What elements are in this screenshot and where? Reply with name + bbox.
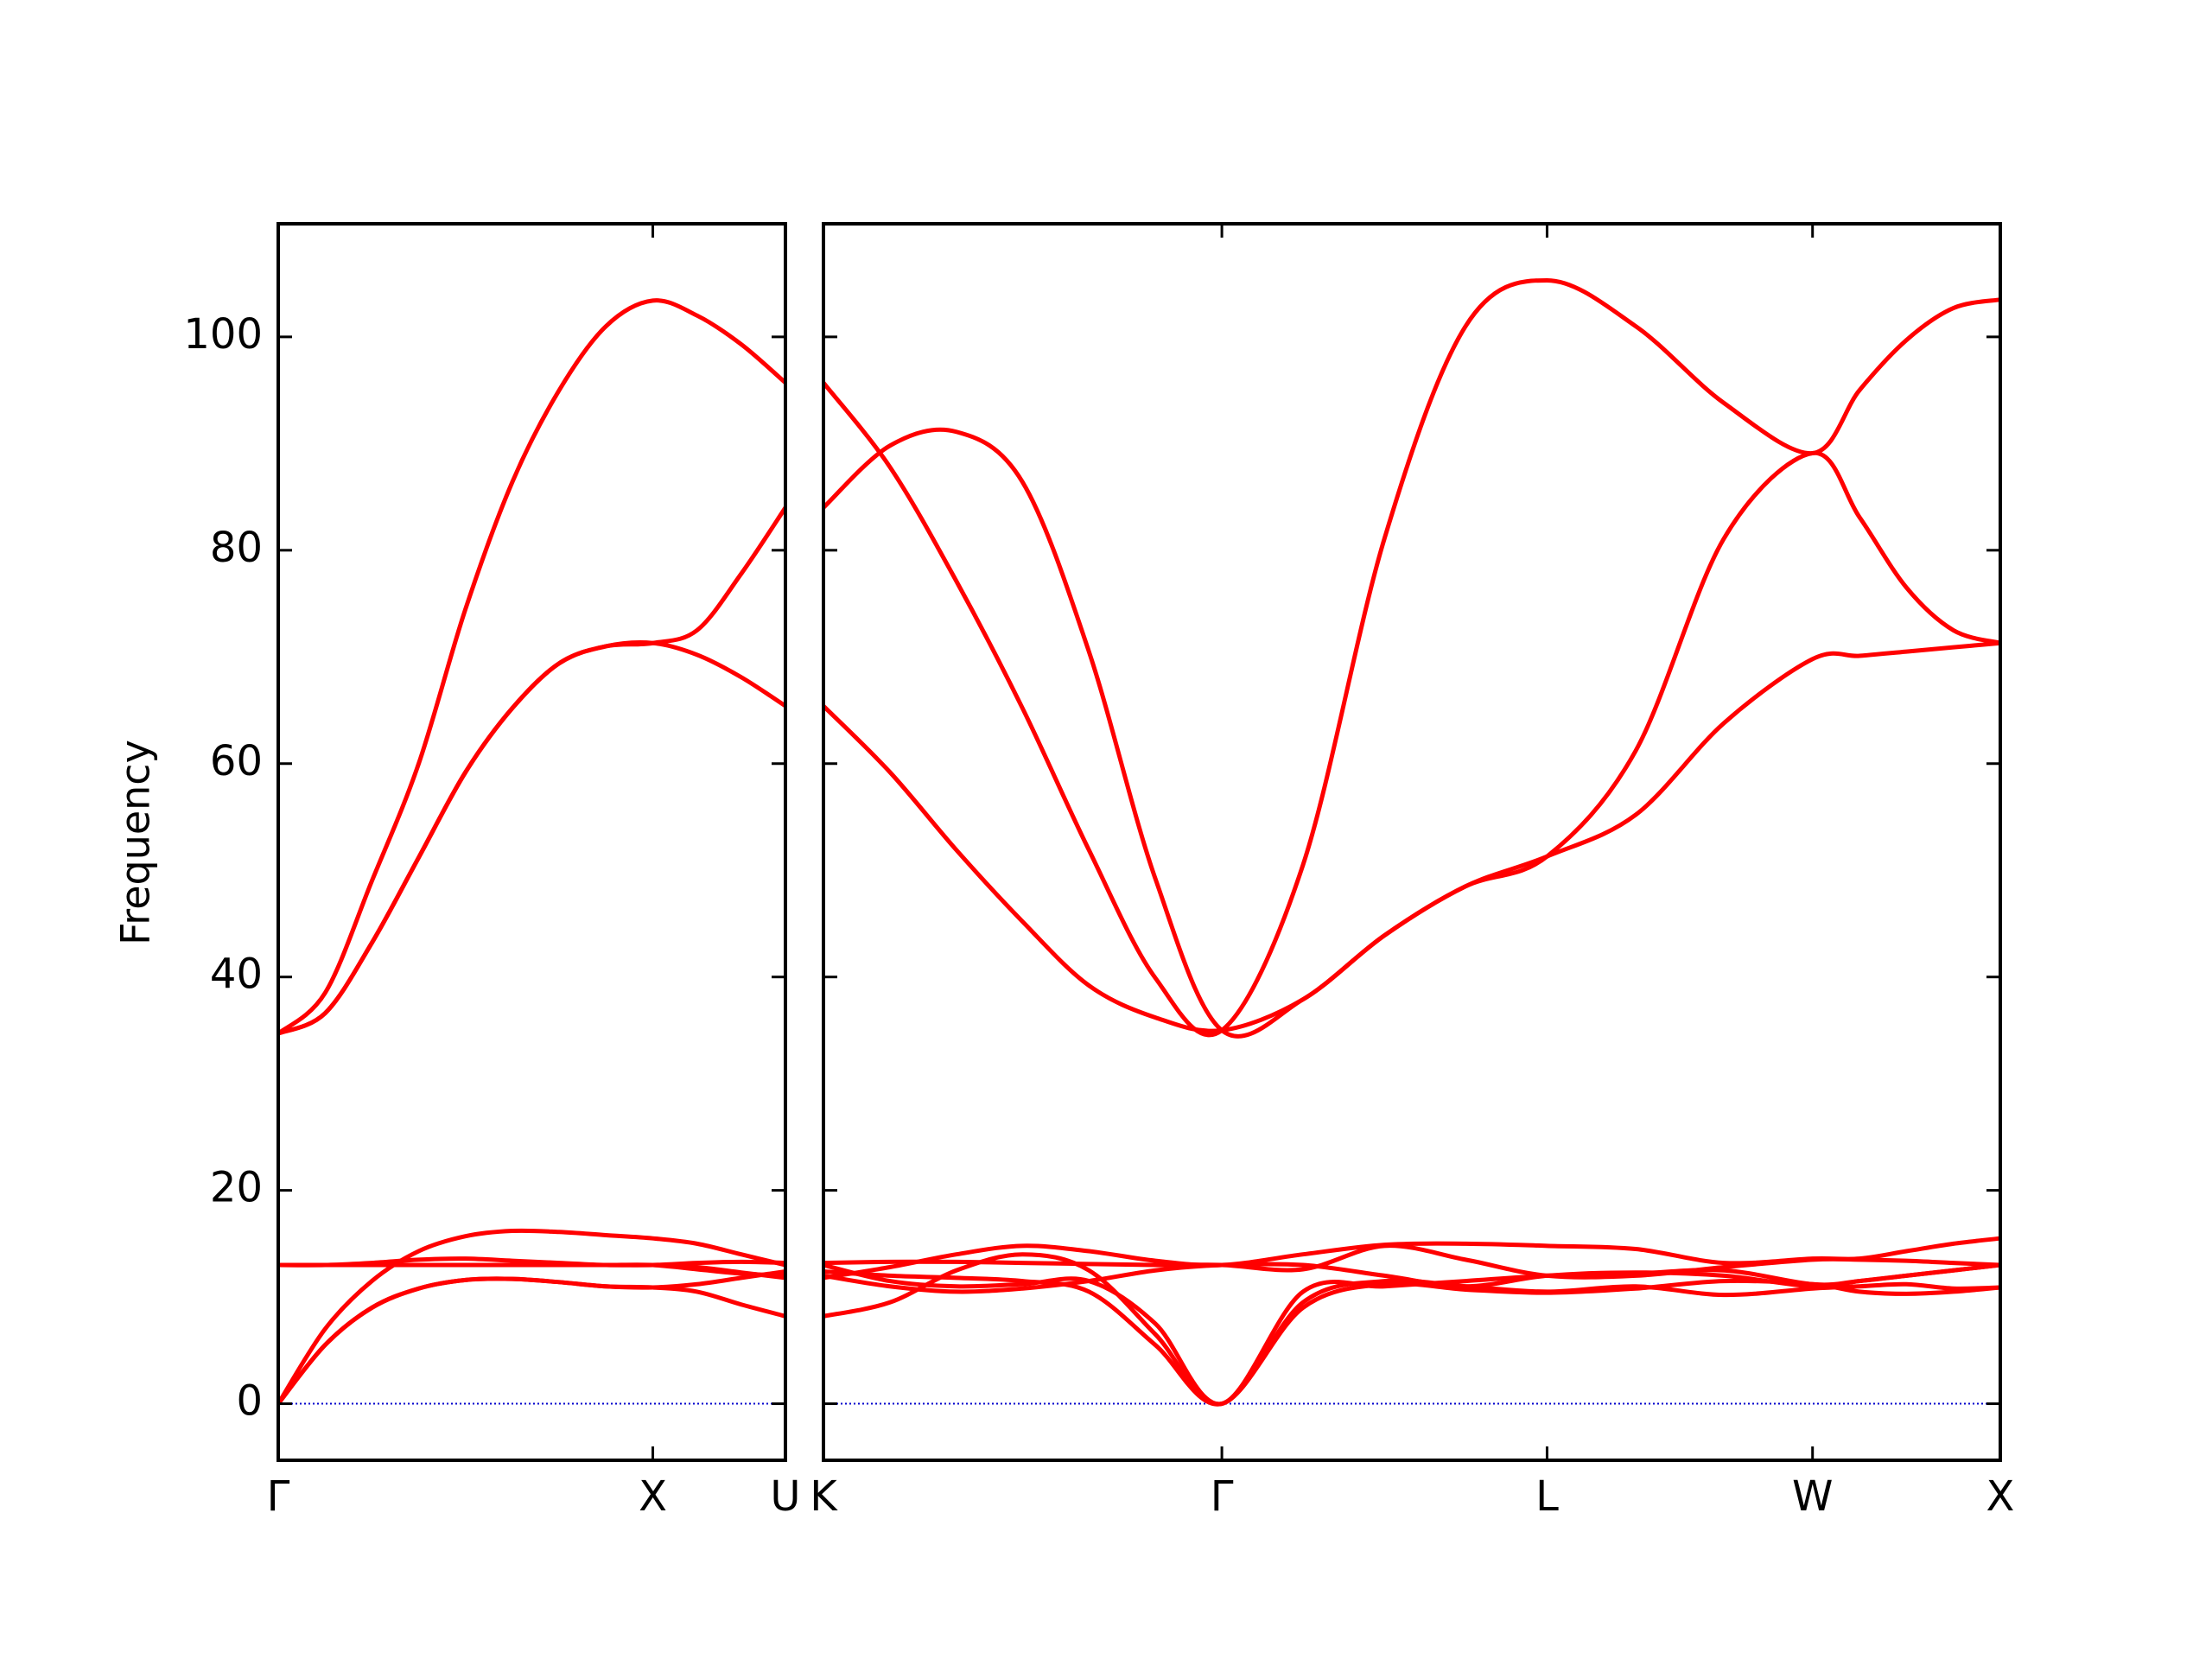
y-tick-label: 40 xyxy=(210,950,263,999)
x-tick-label: U xyxy=(770,1472,800,1521)
band-line xyxy=(277,506,788,1036)
y-tick-label: 20 xyxy=(210,1164,263,1212)
band-line xyxy=(823,1252,2001,1407)
y-tick-label: 0 xyxy=(236,1377,263,1426)
x-tick-label: Γ xyxy=(267,1472,290,1521)
plot-frame xyxy=(822,222,2002,1462)
band-line xyxy=(822,277,2001,1038)
y-tick-label: 60 xyxy=(210,737,263,785)
x-tick-label: X xyxy=(1986,1472,2015,1521)
band-line xyxy=(276,1228,786,1405)
y-axis-label: Frequency xyxy=(112,740,159,945)
plot-frame xyxy=(276,222,787,1462)
x-tick-label: X xyxy=(639,1472,667,1521)
x-tick-label: W xyxy=(1792,1472,1833,1521)
y-tick-label: 80 xyxy=(210,524,263,572)
band-line xyxy=(822,427,2001,1039)
x-tick-label: L xyxy=(1535,1472,1559,1521)
x-tick-label: K xyxy=(810,1472,838,1521)
band-line xyxy=(278,1262,786,1278)
y-tick-label: 100 xyxy=(183,310,263,359)
band-line xyxy=(823,1243,2001,1280)
band-line xyxy=(276,298,787,1036)
band-line xyxy=(276,1276,786,1406)
x-tick-label: Γ xyxy=(1211,1472,1234,1521)
band-line xyxy=(823,1262,2001,1294)
